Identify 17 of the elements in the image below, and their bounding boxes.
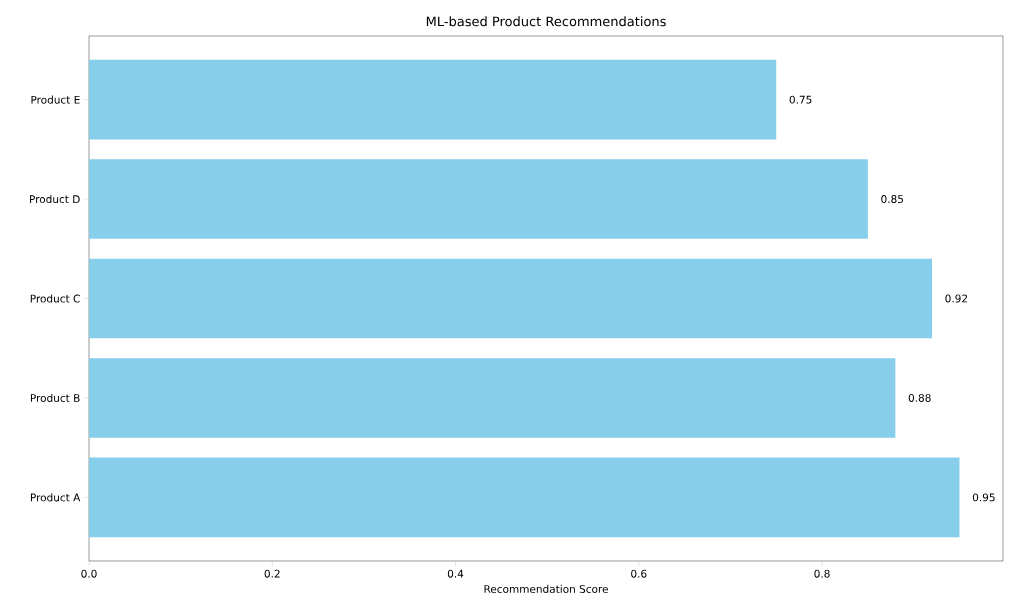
y-tick-label: Product C — [30, 294, 80, 303]
data-label: 0.88 — [908, 393, 931, 402]
x-tick-label: 0.0 — [81, 569, 97, 578]
y-tick-label: Product D — [30, 195, 80, 204]
y-tick-label: Product E — [31, 95, 80, 104]
x-tick-label: 0.8 — [814, 569, 830, 578]
x-axis-title: Recommendation Score — [484, 584, 608, 593]
data-label: 0.85 — [881, 195, 904, 204]
x-tick-label: 0.4 — [447, 569, 464, 578]
chart-title: ML-based Product Recommendations — [426, 16, 666, 27]
x-tick-label: 0.6 — [631, 569, 647, 578]
data-label: 0.92 — [945, 294, 968, 303]
x-tick-label: 0.2 — [264, 569, 280, 578]
y-tick-label: Product B — [30, 393, 80, 402]
data-label: 0.75 — [789, 95, 812, 104]
data-label: 0.95 — [972, 493, 995, 502]
y-tick-label: Product A — [30, 493, 81, 502]
